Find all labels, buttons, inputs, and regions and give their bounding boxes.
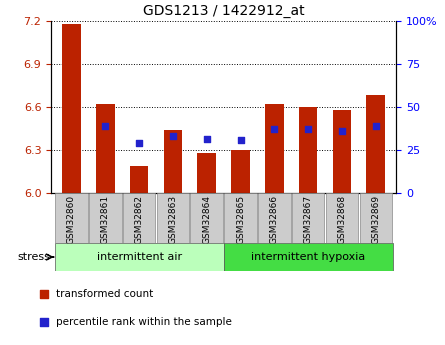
Point xyxy=(41,292,48,297)
Bar xyxy=(157,193,189,243)
Text: intermittent hypoxia: intermittent hypoxia xyxy=(251,252,365,262)
Bar xyxy=(265,104,283,193)
Point xyxy=(102,123,109,128)
Point xyxy=(41,319,48,325)
Bar xyxy=(198,153,216,193)
Text: GSM32860: GSM32860 xyxy=(67,195,76,244)
Text: GSM32869: GSM32869 xyxy=(371,195,380,244)
Point xyxy=(170,133,177,138)
Bar xyxy=(299,107,317,193)
Point xyxy=(271,126,278,131)
Text: intermittent air: intermittent air xyxy=(97,252,182,262)
Text: percentile rank within the sample: percentile rank within the sample xyxy=(57,317,232,327)
Bar xyxy=(190,193,223,243)
Text: GSM32864: GSM32864 xyxy=(202,195,211,244)
Bar xyxy=(292,193,324,243)
Bar xyxy=(333,110,351,193)
Point xyxy=(372,123,379,128)
Bar xyxy=(123,193,155,243)
Bar xyxy=(164,130,182,193)
Text: GSM32863: GSM32863 xyxy=(168,195,178,244)
Bar xyxy=(96,104,114,193)
Text: GSM32868: GSM32868 xyxy=(337,195,347,244)
Bar xyxy=(62,23,81,193)
Bar xyxy=(89,193,121,243)
Text: GSM32866: GSM32866 xyxy=(270,195,279,244)
Text: GSM32862: GSM32862 xyxy=(134,195,144,244)
Bar xyxy=(258,193,291,243)
Bar xyxy=(326,193,358,243)
Text: GSM32861: GSM32861 xyxy=(101,195,110,244)
Title: GDS1213 / 1422912_at: GDS1213 / 1422912_at xyxy=(143,4,304,18)
Text: transformed count: transformed count xyxy=(57,289,154,299)
Bar xyxy=(130,166,148,193)
Text: GSM32867: GSM32867 xyxy=(303,195,313,244)
Point xyxy=(203,136,210,141)
Text: stress: stress xyxy=(18,252,50,262)
Text: GSM32865: GSM32865 xyxy=(236,195,245,244)
Point xyxy=(237,137,244,143)
Point xyxy=(304,126,311,131)
Bar xyxy=(55,193,88,243)
Point xyxy=(338,129,345,134)
Bar xyxy=(224,193,257,243)
Bar xyxy=(231,150,250,193)
Bar xyxy=(367,96,385,193)
Bar xyxy=(360,193,392,243)
Bar xyxy=(224,243,392,271)
Point xyxy=(136,140,143,146)
Bar xyxy=(55,243,224,271)
